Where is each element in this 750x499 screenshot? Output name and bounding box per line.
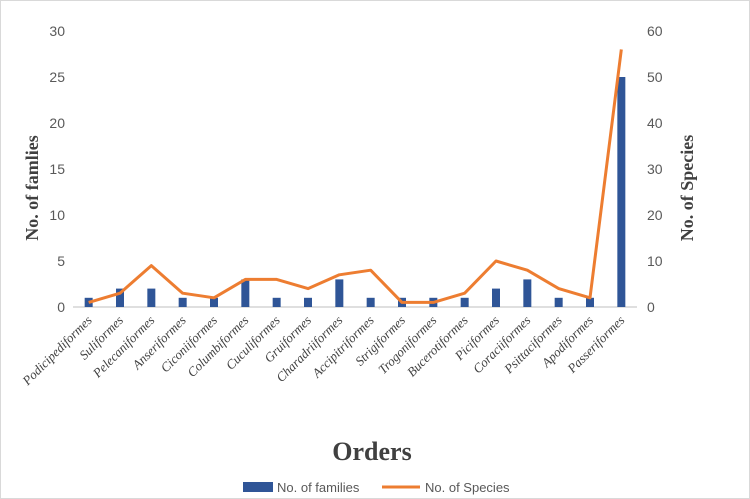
left-tick-label: 30	[49, 23, 65, 39]
families-bar	[460, 297, 469, 307]
left-tick-label: 5	[57, 253, 65, 269]
families-bar	[492, 288, 500, 307]
families-bar	[210, 297, 218, 307]
right-tick-label: 10	[647, 253, 663, 269]
families-bar	[523, 279, 532, 307]
y-axis-left-title: No. of famlies	[22, 135, 42, 240]
left-tick-label: 15	[49, 161, 65, 177]
right-tick-label: 60	[647, 23, 663, 39]
left-tick-label: 0	[57, 299, 65, 315]
right-tick-label: 30	[647, 161, 663, 177]
x-axis-title: Orders	[332, 437, 411, 466]
families-bar	[554, 297, 563, 307]
right-tick-label: 20	[647, 207, 663, 223]
families-bar	[617, 77, 626, 307]
left-tick-label: 25	[49, 69, 65, 85]
families-bar	[366, 297, 375, 307]
legend: No. of families No. of Species	[243, 480, 510, 495]
y-axis-right-title: No. of Species	[677, 135, 697, 242]
families-bar	[304, 297, 312, 307]
families-bar	[335, 279, 344, 307]
category-labels: PodicipediformesSuliformesPelecaniformes…	[19, 313, 628, 389]
species-line	[88, 49, 623, 304]
right-tick-label: 50	[647, 69, 663, 85]
right-tick-label: 40	[647, 115, 663, 131]
families-bar	[586, 297, 594, 307]
families-bar	[116, 288, 124, 307]
right-tick-label: 0	[647, 299, 655, 315]
right-axis-ticks: 0 10 20 30 40 50 60	[647, 23, 663, 315]
families-bar	[147, 288, 156, 307]
left-tick-label: 10	[49, 207, 65, 223]
legend-families-swatch	[243, 482, 273, 492]
families-bar	[241, 279, 250, 307]
legend-families-label: No. of families	[277, 480, 360, 495]
left-axis-ticks: 0 5 10 15 20 25 30	[49, 23, 65, 315]
families-bar	[178, 297, 187, 307]
left-tick-label: 20	[49, 115, 65, 131]
legend-species-label: No. of Species	[425, 480, 510, 495]
families-bar	[272, 297, 281, 307]
